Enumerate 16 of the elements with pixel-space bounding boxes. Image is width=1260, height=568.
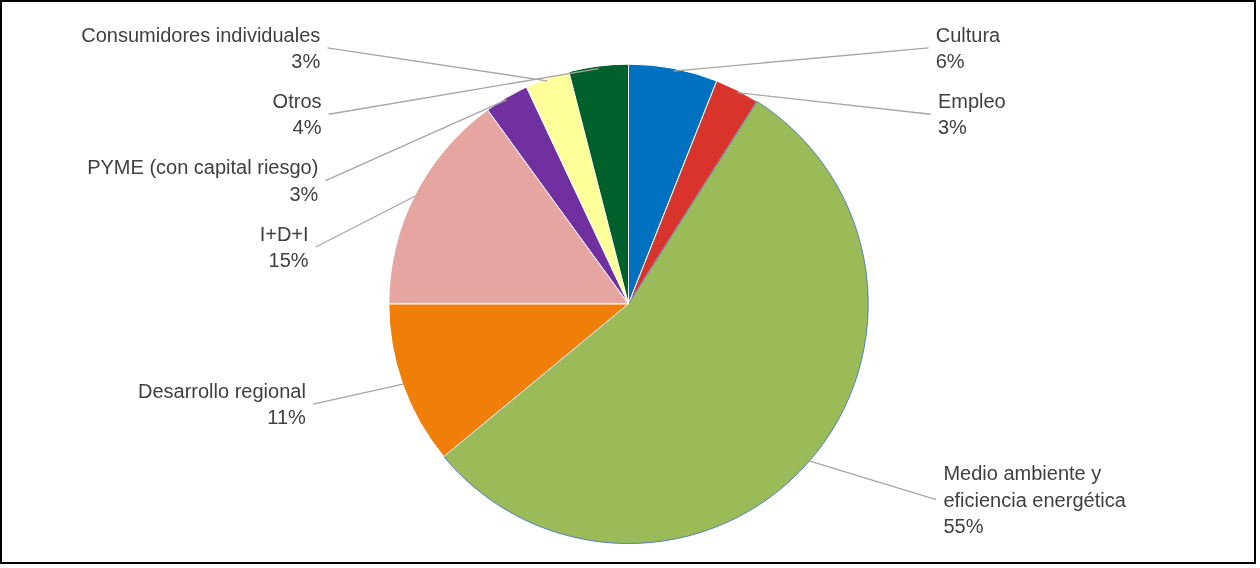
slice-label: Empleo bbox=[937, 90, 1006, 113]
data-label: 11% bbox=[267, 406, 307, 429]
data-label: 4% bbox=[292, 116, 322, 139]
slice-label: Consumidores individuales bbox=[81, 23, 321, 46]
data-label: 6% bbox=[935, 50, 965, 73]
slice-label: Otros bbox=[272, 90, 322, 113]
slice-label: PYME (con capital riesgo) bbox=[87, 156, 319, 179]
data-label: 15% bbox=[268, 249, 309, 272]
slice-label: I+D+I bbox=[259, 222, 309, 245]
slice-label: Cultura bbox=[935, 23, 1002, 46]
data-label: 3% bbox=[937, 116, 968, 139]
data-label: 55% bbox=[943, 515, 984, 538]
slice-label: Desarrollo regional bbox=[137, 379, 306, 402]
slice-label: Medio ambiente y eficiencia energética bbox=[943, 462, 1127, 511]
data-label: 3% bbox=[291, 50, 321, 73]
data-label: 3% bbox=[289, 182, 319, 205]
